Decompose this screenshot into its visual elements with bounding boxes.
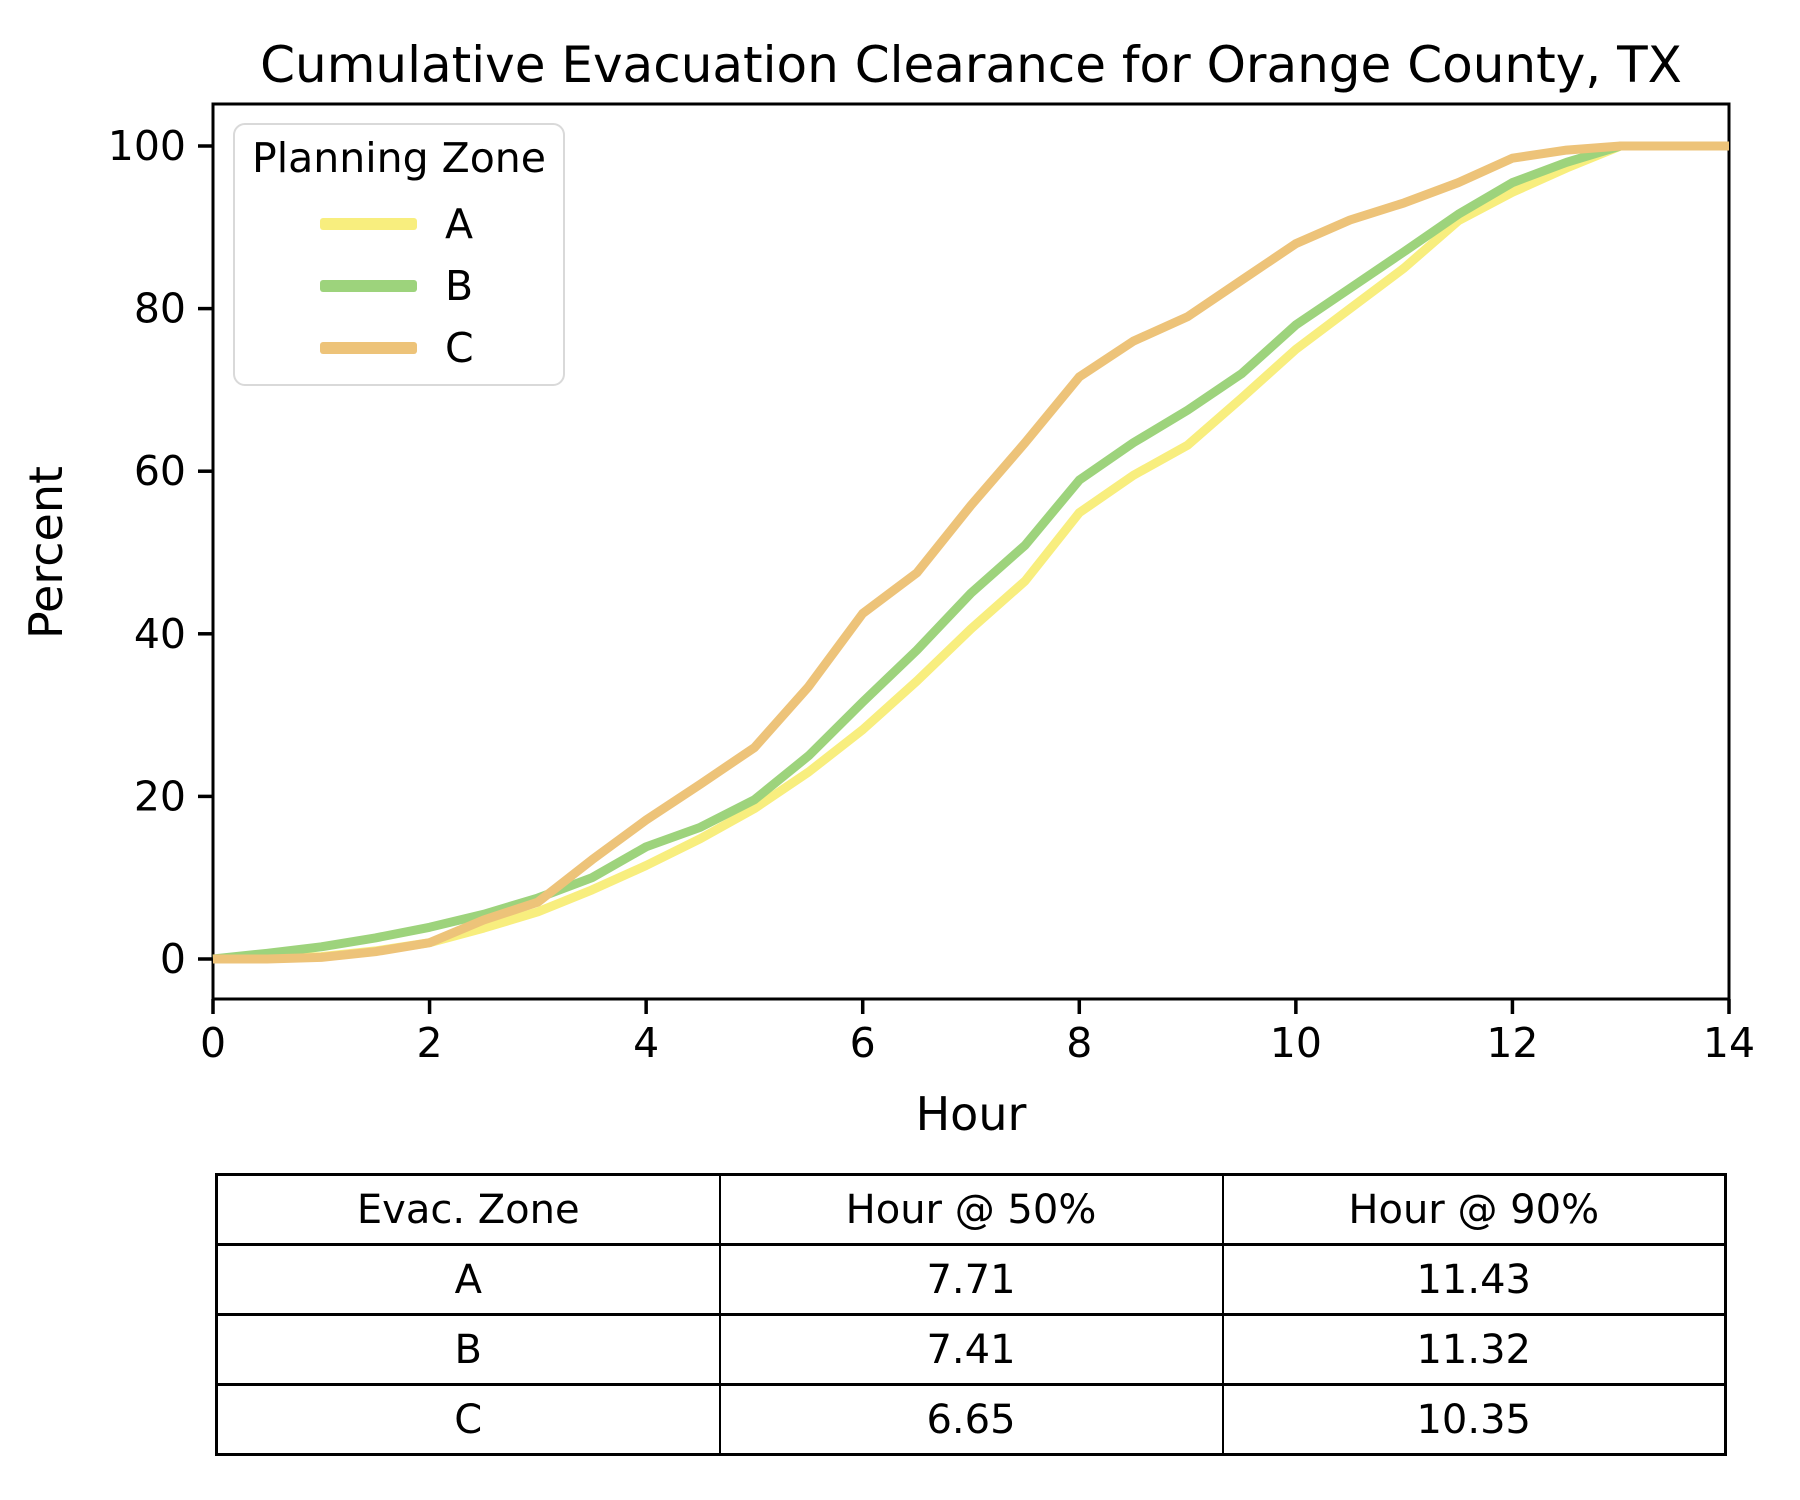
legend-label: A	[445, 199, 474, 248]
series-line-c	[213, 141, 1729, 964]
hour90-cell: 10.35	[1221, 1383, 1727, 1456]
zone-cell: A	[215, 1243, 721, 1316]
hour50-cell: 7.71	[718, 1243, 1224, 1316]
y-axis-tick-label: 0	[160, 935, 186, 983]
chart-title: Cumulative Evacuation Clearance for Oran…	[260, 36, 1682, 94]
x-axis-tick-label: 2	[417, 1019, 443, 1067]
x-axis-tick-label: 6	[850, 1019, 876, 1067]
zone-cell: B	[215, 1313, 721, 1386]
y-axis-tick-label: 20	[134, 772, 186, 820]
legend-item-b: B	[235, 255, 563, 317]
hour90-cell: 11.43	[1221, 1243, 1727, 1316]
table-header-row: Evac. Zone Hour @ 50% Hour @ 90%	[215, 1173, 1727, 1246]
table-row-c: C 6.65 10.35	[215, 1383, 1727, 1456]
legend-title: Planning Zone	[251, 134, 547, 182]
legend-item-a: A	[235, 193, 563, 255]
y-axis-tick-label: 100	[108, 122, 186, 170]
legend-swatch-c	[320, 342, 417, 354]
legend-swatch-a	[320, 218, 417, 230]
plot-border	[211, 102, 1731, 1001]
table-header-hour90: Hour @ 90%	[1221, 1173, 1727, 1246]
y-axis-tick-label: 80	[134, 285, 186, 333]
zone-cell: C	[215, 1383, 721, 1456]
table-row-a: A 7.71 11.43	[215, 1243, 1727, 1316]
legend-swatch-b	[320, 280, 417, 292]
table-header-zone: Evac. Zone	[215, 1173, 721, 1246]
y-axis-label: Percent	[19, 466, 73, 639]
hour50-cell: 7.41	[718, 1313, 1224, 1386]
clearance-summary-table: Evac. Zone Hour @ 50% Hour @ 90% A 7.71 11…	[215, 1173, 1727, 1456]
table-header-hour50: Hour @ 50%	[718, 1173, 1224, 1246]
legend-item-c: C	[235, 317, 563, 379]
table-row-b: B 7.41 11.32	[215, 1313, 1727, 1386]
y-axis-tick-label: 40	[134, 610, 186, 658]
x-axis-tick-label: 12	[1486, 1019, 1538, 1067]
series-line-b	[212, 141, 1729, 964]
legend-label: C	[445, 323, 474, 372]
legend-label: B	[445, 261, 474, 310]
x-axis-tick-label: 14	[1703, 1019, 1755, 1067]
y-axis-tick-label: 60	[134, 447, 186, 495]
series-line-a	[212, 141, 1729, 964]
hour90-cell: 11.32	[1221, 1313, 1727, 1386]
hour50-cell: 6.65	[718, 1383, 1224, 1456]
x-axis-tick-label: 10	[1270, 1019, 1322, 1067]
x-axis-tick-label: 0	[200, 1019, 226, 1067]
x-axis-label: Hour	[916, 1087, 1027, 1141]
x-axis-tick-label: 8	[1066, 1019, 1092, 1067]
x-axis-tick-label: 4	[633, 1019, 659, 1067]
